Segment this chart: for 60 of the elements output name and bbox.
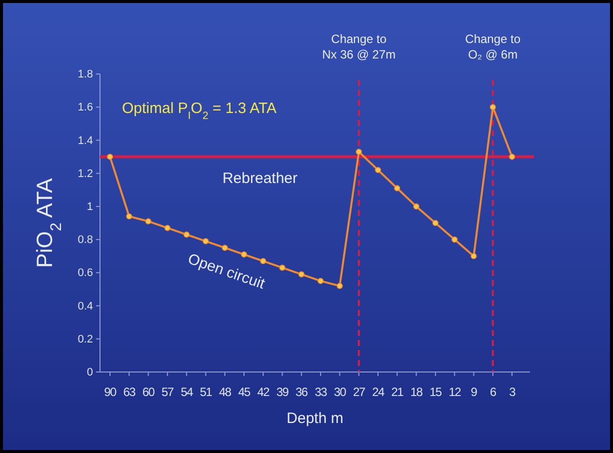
x-tick-label: 57 [162,384,174,399]
point [184,232,190,238]
point [298,271,304,278]
x-tick-label: 9 [470,384,478,399]
point [413,203,420,210]
y-tick-label: 0.4 [78,300,93,312]
x-tick-label: 54 [180,384,194,399]
ref-line-label: Change to O₂ @ 6m [465,32,521,62]
point [336,282,343,289]
point [394,185,400,192]
x-tick-label: 60 [142,384,156,399]
point [260,258,266,264]
x-tick-label: 45 [238,384,251,399]
point [106,154,114,160]
y-tick-label: 1.6 [78,102,93,114]
point [490,104,496,110]
x-tick-label: 15 [430,384,442,399]
x-tick-label: 42 [257,384,270,399]
point [470,253,477,260]
text: Open circuit [186,250,268,293]
y-tick-label: 0.6 [78,267,93,280]
point [164,224,170,232]
x-tick-label: 6 [490,384,497,399]
y-tick-label: 0 [86,366,93,379]
x-tick-label: 21 [391,384,404,399]
point [452,236,458,243]
x-tick-label: 90 [104,384,117,399]
ref-line-label: Change to Nx 36 @ 27m [322,32,396,62]
x-tick-label: 27 [352,384,366,399]
x-tick-label: 24 [372,384,385,399]
ref-line-label: Rebreather [222,170,298,187]
point [145,218,152,224]
x-tick-label: 12 [448,384,462,399]
y-tick-label: 0.2 [78,333,93,346]
x-tick-label: 36 [296,384,308,399]
point [508,154,516,160]
y-tick-label: 1 [86,200,93,213]
x-tick-label: 33 [314,384,328,399]
point [279,264,286,271]
point [222,244,228,251]
x-tick-label: 3 [509,384,516,399]
point [126,213,132,220]
point [240,251,248,258]
x-tick-label: 51 [200,384,213,399]
x-tick-label: 30 [334,384,347,399]
point [356,148,362,155]
point [202,238,209,244]
annotation: Optimal P$_{I}$O$_{2}$ = 1.3 ATA [122,100,277,122]
x-tick-label: 63 [123,384,136,399]
point [318,278,324,284]
y-tick-label: 1.4 [78,134,93,147]
y-tick-label: 1.8 [78,68,93,81]
y-tick-label: 0.8 [78,234,93,246]
x-axis-title: Depth m [286,410,344,427]
point [432,220,438,226]
point [374,166,382,174]
y-tick-label: 1.2 [78,168,93,180]
x-tick-label: 39 [276,384,290,399]
x-tick-label: 18 [410,384,424,399]
x-tick-label: 48 [218,384,232,399]
